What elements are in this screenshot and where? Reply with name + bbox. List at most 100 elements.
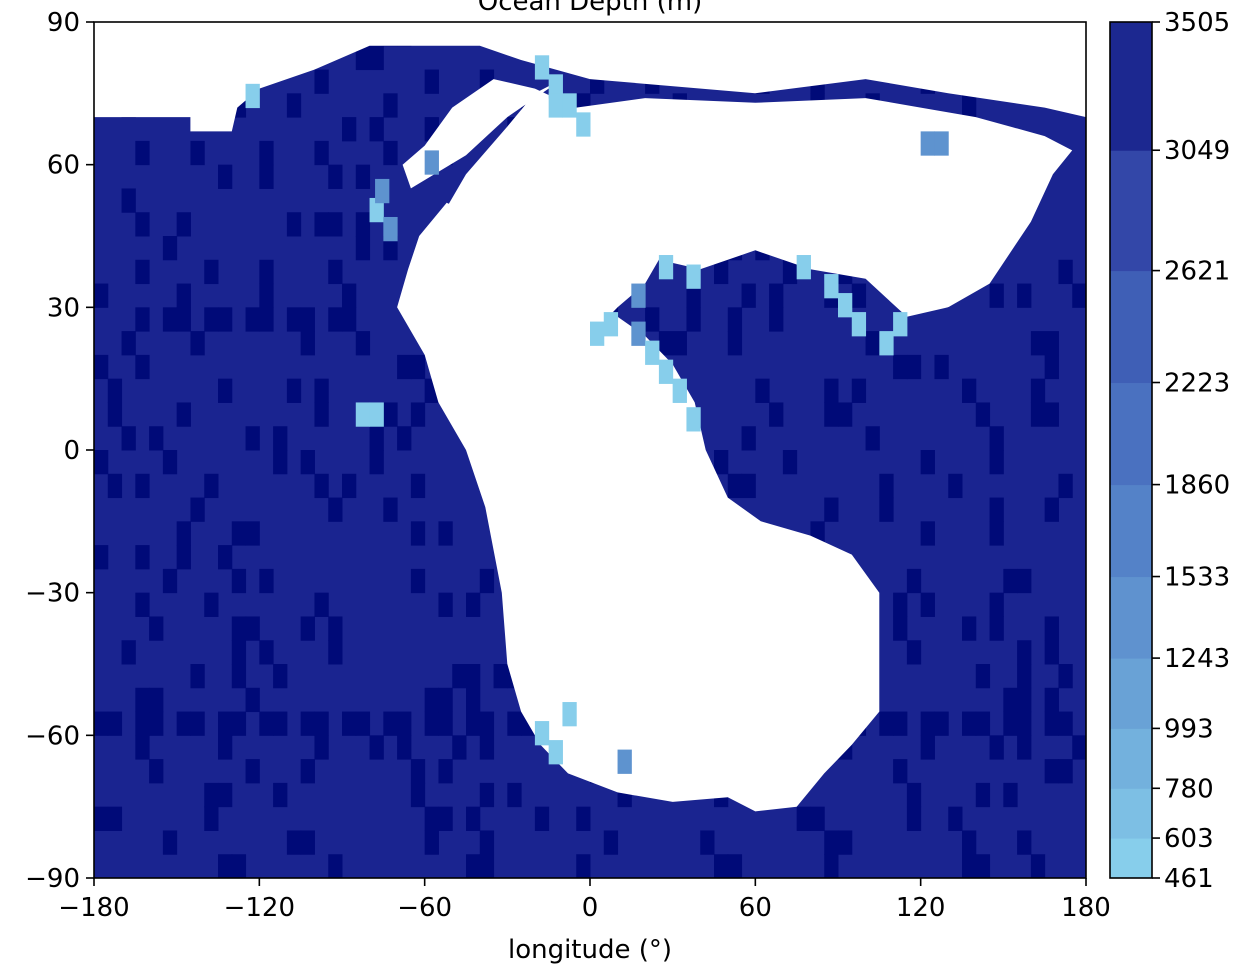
depth-cell [741,473,756,499]
shallow-cell [838,293,853,318]
shallow-cell [658,255,674,280]
depth-cell [424,806,439,831]
depth-cell [342,117,357,142]
depth-cell [397,735,412,760]
depth-cell [658,331,674,356]
depth-cell [714,854,729,878]
colorbar: 461 603 780 993 1243 1533 1860 2223 2621 3049 3505 [1109,8,1230,894]
depth-cell [769,283,784,308]
colorbar-tick-label: 3505 [1164,8,1230,38]
depth-cell [1044,687,1059,713]
depth-cell [989,497,1004,522]
depth-cell [245,616,260,641]
depth-cell [920,592,935,617]
depth-cell [314,735,329,760]
depth-cell [438,592,453,617]
shallow-cell [631,283,646,308]
depth-cell [1072,283,1086,308]
depth-cell [342,473,357,499]
depth-cell [410,568,426,594]
depth-cell [1017,830,1032,855]
depth-cell [135,259,150,285]
depth-cell [383,497,398,522]
depth-cell [769,402,784,427]
depth-cell [479,830,495,855]
depth-cell [838,830,853,855]
depth-cell [1044,640,1059,665]
chart-title: Ocean Depth (m) [478,0,703,17]
shallow-cell [562,702,577,727]
colorbar-tick-label: 2621 [1164,257,1230,287]
depth-cell [135,735,150,760]
depth-cell [424,69,439,94]
depth-cell [231,854,247,878]
depth-cell [962,854,977,878]
depth-cell [865,426,880,451]
depth-cell [149,426,164,451]
depth-cell [149,759,164,784]
depth-cell [204,259,219,285]
depth-cell [686,283,701,308]
depth-cell [218,164,233,189]
depth-cell [424,830,439,855]
depth-cell [342,283,357,308]
depth-cell [342,307,357,332]
depth-cell [410,354,426,380]
depth-cell [204,592,219,617]
depth-cell [94,283,109,308]
depth-cell [479,735,495,760]
depth-cell [204,473,219,499]
shallow-cell [369,197,384,223]
depth-cell [328,616,343,641]
depth-cell [162,830,178,855]
depth-cell [824,497,839,522]
depth-cell [286,307,302,332]
depth-cell [769,307,784,332]
depth-cell [424,687,439,713]
depth-cell [975,664,991,689]
depth-cell [162,568,178,594]
depth-cell [286,830,302,855]
depth-cell [300,307,315,332]
depth-cell [1017,283,1032,308]
depth-cell [162,450,178,475]
shallow-cell [645,340,660,365]
colorbar-band [1110,838,1152,879]
depth-cell [218,545,233,570]
depth-cell [135,307,150,332]
y-tick-label: −60 [25,721,80,751]
depth-cell [438,711,453,736]
depth-cell [645,307,660,332]
depth-cell [962,93,977,118]
depth-cell [107,378,123,403]
shallow-cell [796,255,811,280]
depth-cell [975,402,991,427]
depth-cell [438,759,453,784]
depth-cell [962,711,977,736]
depth-cell [259,283,274,308]
depth-cell [934,354,949,380]
depth-cell [314,378,329,403]
y-tick-label: 90 [47,8,80,38]
depth-cell [466,806,481,831]
depth-cell [1058,711,1073,736]
depth-cell [1072,735,1086,760]
colorbar-band [1110,484,1152,578]
land-arctic_cap [94,22,1086,132]
depth-cell [328,497,343,522]
depth-cell [259,164,274,189]
depth-cell [176,307,191,332]
depth-cell [438,521,453,546]
shallow-cell [672,378,687,403]
shallow-cell [548,93,563,118]
depth-cell [741,426,756,451]
x-axis: −180 −120 −60 0 60 120 180 [58,878,1111,923]
depth-cell [369,117,384,142]
depth-cell [314,402,329,427]
colorbar-tick-label: 1533 [1164,563,1230,593]
depth-cell [438,806,453,831]
depth-cell [1058,759,1073,784]
depth-cell [107,711,123,736]
colorbar-tick-label: 993 [1164,714,1214,744]
depth-cell [135,592,150,617]
